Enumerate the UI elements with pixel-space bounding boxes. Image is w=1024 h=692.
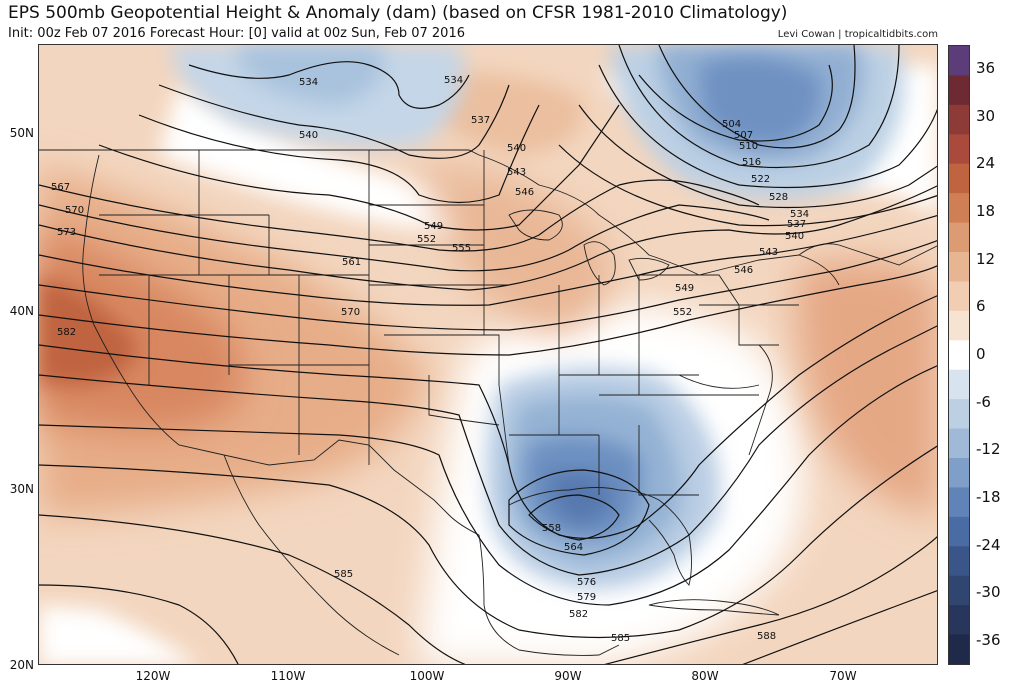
- colorbar-tick-label: -24: [976, 535, 1001, 554]
- colorbar-tick-label: 18: [976, 202, 996, 220]
- colorbar-swatch: [949, 340, 969, 371]
- colorbar-swatch: [949, 252, 969, 282]
- colorbar-tick-label: 30: [976, 106, 996, 125]
- contour-label: 510: [739, 141, 758, 152]
- map-subtitle: Init: 00z Feb 07 2016 Forecast Hour: [0]…: [8, 26, 465, 41]
- colorbar-tick-label: -18: [976, 488, 1001, 506]
- contour-label: 561: [342, 257, 361, 268]
- contour-label: 582: [57, 327, 76, 338]
- contour-label: 573: [57, 227, 76, 238]
- lat-label-40n: 40N: [9, 304, 34, 318]
- map-title: EPS 500mb Geopotential Height & Anomaly …: [8, 3, 788, 23]
- contour-label: 534: [790, 209, 809, 220]
- colorbar-swatch: [949, 369, 969, 400]
- contour-label: 534: [444, 75, 463, 86]
- contour-label: 528: [769, 192, 788, 203]
- colorbar-swatch: [949, 75, 969, 106]
- contour-label: 540: [507, 143, 526, 154]
- contour-label: 579: [577, 592, 596, 603]
- contour-label: 522: [751, 174, 770, 185]
- colorbar-tick-label: -36: [976, 631, 1001, 649]
- colorbar-swatch: [949, 487, 969, 518]
- contour-label: 567: [51, 182, 70, 193]
- colorbar-swatch: [949, 281, 969, 312]
- contour-label: 570: [341, 307, 360, 318]
- contour-label: 504: [722, 119, 741, 130]
- political-borders: [39, 149, 937, 656]
- colorbar-swatch: [949, 458, 969, 488]
- contour-label: 558: [542, 523, 561, 534]
- map-panel: 534 534 537 540 540 543 546 549 552 555 …: [38, 44, 938, 665]
- contour-label: 555: [452, 243, 471, 254]
- author-credit: Levi Cowan | tropicaltidbits.com: [777, 29, 938, 40]
- colorbar-swatch: [949, 222, 969, 253]
- contour-label: 549: [424, 221, 443, 232]
- contour-label: 552: [417, 234, 436, 245]
- colorbar-swatch: [949, 193, 969, 224]
- colorbar-swatch: [949, 310, 969, 341]
- colorbar-swatch: [949, 46, 969, 76]
- colorbar-tick-label: -30: [976, 583, 1001, 602]
- contour-label: 588: [757, 631, 776, 642]
- contour-label: 507: [734, 130, 753, 141]
- contour-label: 543: [507, 167, 526, 178]
- colorbar-swatch: [949, 605, 969, 636]
- contour-label: 534: [299, 77, 318, 88]
- height-contours: [39, 45, 937, 664]
- colorbar-swatch: [949, 134, 969, 165]
- lat-label-50n: 50N: [9, 126, 34, 140]
- colorbar-swatch: [949, 575, 969, 606]
- colorbar-tick-label: 36: [976, 59, 996, 77]
- contour-label: 543: [759, 247, 778, 258]
- contour-label: 549: [675, 283, 694, 294]
- colorbar-tick-label: 24: [976, 154, 996, 173]
- contour-label: 576: [577, 577, 596, 588]
- contour-label: 585: [611, 633, 630, 644]
- lon-label-120w: 120W: [135, 669, 171, 683]
- contour-label: 570: [65, 205, 84, 216]
- contour-label: 540: [785, 231, 804, 242]
- colorbar-swatch: [949, 546, 969, 577]
- map-canvas: 534 534 537 540 540 543 546 549 552 555 …: [39, 45, 937, 664]
- colorbar-tick-label: 0: [976, 345, 986, 363]
- contour-label: 546: [734, 265, 753, 276]
- colorbar-tick-label: 12: [976, 249, 996, 268]
- contour-label: 546: [515, 187, 534, 198]
- colorbar-tick-label: -12: [976, 440, 1001, 459]
- lon-label-70w: 70W: [829, 669, 857, 683]
- colorbar-swatch: [949, 399, 969, 430]
- lat-label-30n: 30N: [9, 482, 34, 496]
- lon-label-100w: 100W: [409, 669, 445, 683]
- colorbar-swatch: [949, 428, 969, 459]
- colorbar-swatch: [949, 634, 969, 665]
- colorbar-tick-label: -6: [976, 392, 991, 411]
- contour-label: 552: [673, 307, 692, 318]
- colorbar-swatch: [949, 163, 969, 194]
- contour-label: 585: [334, 569, 353, 580]
- contour-label: 537: [471, 115, 490, 126]
- lon-label-80w: 80W: [691, 669, 719, 683]
- contour-labels: 534 534 537 540 540 543 546 549 552 555 …: [51, 75, 809, 644]
- colorbar-swatch: [949, 104, 969, 135]
- lon-label-90w: 90W: [554, 669, 582, 683]
- contour-label: 540: [299, 130, 318, 141]
- lon-label-110w: 110W: [270, 669, 306, 683]
- contour-label: 537: [787, 219, 806, 230]
- anomaly-colorbar: [948, 45, 970, 665]
- lat-label-20n: 20N: [9, 658, 34, 672]
- contour-label: 582: [569, 609, 588, 620]
- contour-label: 516: [742, 157, 761, 168]
- colorbar-swatches: [949, 46, 969, 665]
- colorbar-swatch: [949, 516, 969, 547]
- colorbar-tick-label: 6: [976, 297, 986, 316]
- contour-label: 564: [564, 542, 583, 553]
